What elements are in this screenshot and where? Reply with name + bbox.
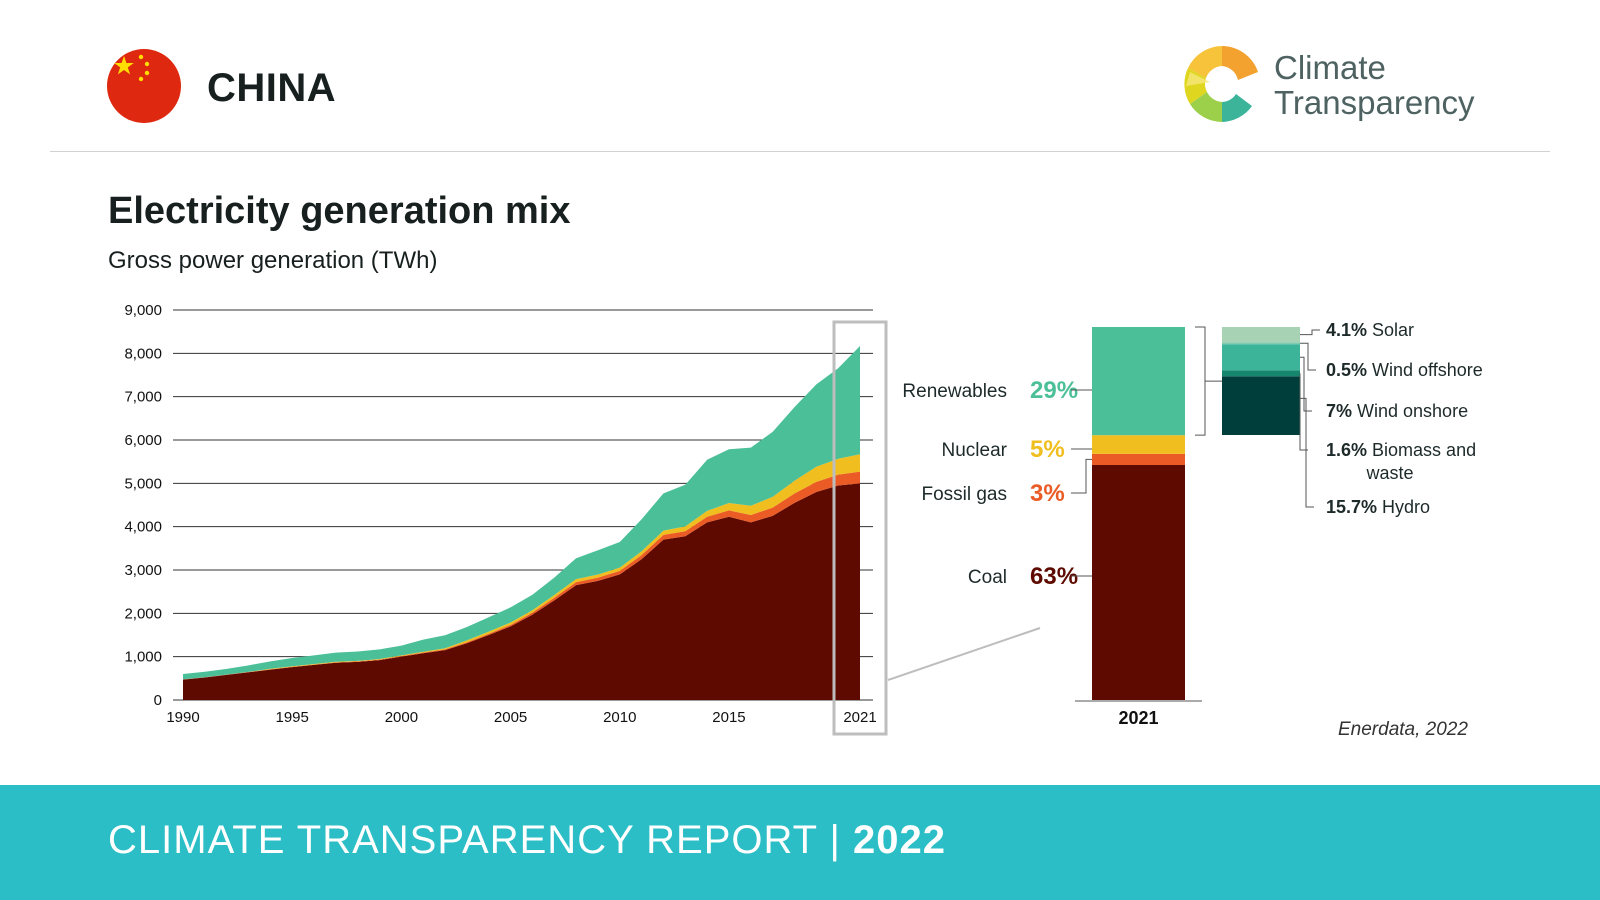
y-tick-label: 3,000 xyxy=(124,562,162,579)
highlight-connector-line xyxy=(887,627,1041,681)
footer-year: 2022 xyxy=(853,818,946,862)
breakdown-leader-line xyxy=(1300,342,1316,371)
breakdown-segment-wind_onshore xyxy=(1222,344,1300,371)
breakdown-label-hydro: 15.7% Hydro xyxy=(1326,497,1430,517)
breakdown-name-wind_offshore: Wind offshore xyxy=(1367,360,1483,380)
y-tick-label: 6,000 xyxy=(124,432,162,449)
breakdown-name-hydro: Hydro xyxy=(1377,497,1430,517)
y-tick-label: 8,000 xyxy=(124,345,162,362)
share-percent-coal: 63% xyxy=(1030,563,1078,590)
x-tick-label: 2015 xyxy=(712,709,745,726)
source-note: Enerdata, 2022 xyxy=(1338,719,1468,740)
share-percent-fossil_gas: 3% xyxy=(1030,480,1065,507)
breakdown-segment-solar xyxy=(1222,327,1300,343)
breakdown-label-wind_offshore: 0.5% Wind offshore xyxy=(1326,360,1483,380)
share-label-coal: Coal xyxy=(968,567,1007,588)
country-title: CHINA xyxy=(207,66,337,110)
breakdown-label-wind_onshore: 7% Wind onshore xyxy=(1326,401,1468,421)
logo-line-1: Climate xyxy=(1274,49,1386,86)
logo-wordmark: Climate Transparency xyxy=(1274,50,1475,120)
breakdown-name-biomass: Biomass and xyxy=(1367,440,1476,460)
share-label-nuclear: Nuclear xyxy=(942,440,1008,461)
share-percent-renewables: 29% xyxy=(1030,377,1078,404)
breakdown-label-biomass: 1.6% Biomass and xyxy=(1326,440,1476,460)
breakdown-label-line2-biomass: waste xyxy=(1365,463,1413,483)
x-tick-label: 2010 xyxy=(603,709,636,726)
breakdown-pct-biomass: 1.6% xyxy=(1326,440,1367,460)
breakdown-segment-hydro xyxy=(1222,376,1300,435)
x-tick-label: 2021 xyxy=(843,709,876,726)
breakdown-pct-wind_offshore: 0.5% xyxy=(1326,360,1367,380)
y-tick-label: 2,000 xyxy=(124,605,162,622)
area-series-renewables xyxy=(183,345,860,680)
bar-segment-nuclear xyxy=(1092,435,1185,454)
renewables-bracket xyxy=(1195,326,1206,436)
header-divider xyxy=(50,151,1550,152)
breakdown-leader-line xyxy=(1300,397,1314,508)
breakdown-pct-wind_onshore: 7% xyxy=(1326,401,1352,421)
y-tick-label: 0 xyxy=(154,692,162,709)
share-label-fossil_gas: Fossil gas xyxy=(921,484,1007,505)
y-tick-label: 1,000 xyxy=(124,649,162,666)
footer-title: CLIMATE TRANSPARENCY REPORT | 2022 xyxy=(108,818,946,863)
area-series-coal xyxy=(183,483,860,700)
leader-line xyxy=(1071,458,1092,494)
x-tick-label: 1990 xyxy=(166,709,199,726)
bar-category-label: 2021 xyxy=(1118,708,1158,728)
y-tick-label: 9,000 xyxy=(124,302,162,319)
breakdown-leader-line xyxy=(1300,356,1312,412)
breakdown-leader-line xyxy=(1299,373,1308,451)
breakdown-leader-line xyxy=(1300,329,1320,336)
x-tick-label: 2005 xyxy=(494,709,527,726)
breakdown-name-solar: Solar xyxy=(1367,320,1414,340)
bar-segment-fossil_gas xyxy=(1092,453,1185,466)
x-tick-label: 2000 xyxy=(385,709,418,726)
breakdown-name-wind_onshore: Wind onshore xyxy=(1352,401,1468,421)
y-tick-label: 5,000 xyxy=(124,475,162,492)
footer-prefix: CLIMATE TRANSPARENCY REPORT | xyxy=(108,818,853,862)
electricity-chart: 0 1,000 2,000 3,000 4,000 5,000 6,000 7,000 8,00… xyxy=(124,302,1483,736)
breakdown-segment-biomass xyxy=(1222,370,1300,377)
breakdown-segment-wind_offshore xyxy=(1222,342,1300,345)
chart-subtitle: Gross power generation (TWh) xyxy=(108,247,438,274)
x-tick-label: 1995 xyxy=(276,709,309,726)
china-flag-icon xyxy=(107,49,181,123)
y-tick-label: 4,000 xyxy=(124,519,162,536)
share-label-renewables: Renewables xyxy=(902,381,1007,402)
climate-transparency-logo-icon xyxy=(1184,46,1258,122)
chart-title: Electricity generation mix xyxy=(108,190,571,232)
bar-segment-renewables xyxy=(1092,327,1185,436)
breakdown-label-solar: 4.1% Solar xyxy=(1326,320,1414,340)
logo-line-2: Transparency xyxy=(1274,84,1475,121)
bar-segment-coal xyxy=(1092,465,1185,700)
breakdown-pct-solar: 4.1% xyxy=(1326,320,1367,340)
y-tick-label: 7,000 xyxy=(124,389,162,406)
breakdown-pct-hydro: 15.7% xyxy=(1326,497,1377,517)
share-percent-nuclear: 5% xyxy=(1030,436,1065,463)
footer-bar xyxy=(0,785,1600,900)
highlight-2021-box xyxy=(832,320,888,736)
